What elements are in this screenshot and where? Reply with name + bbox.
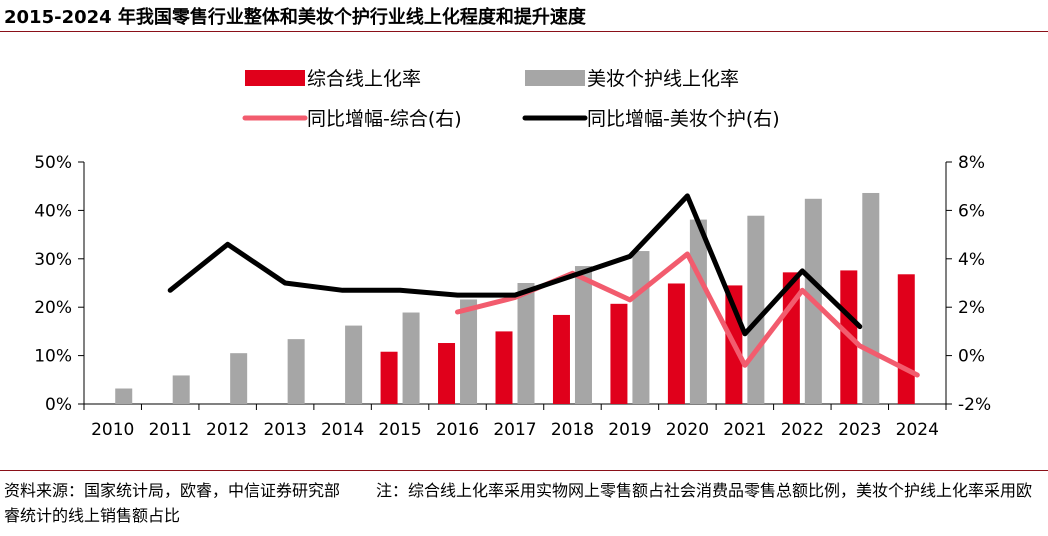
x-tick-label: 2015 xyxy=(378,420,421,440)
x-tick-label: 2019 xyxy=(608,420,651,440)
y-right-tick-label: -2% xyxy=(958,395,991,415)
bar xyxy=(574,266,592,404)
y-left-tick-label: 30% xyxy=(34,250,72,270)
y-left-tick-label: 50% xyxy=(34,153,72,173)
x-tick-label: 2018 xyxy=(551,420,594,440)
x-tick-label: 2013 xyxy=(264,420,307,440)
axes xyxy=(78,161,952,410)
bar xyxy=(667,283,685,404)
bar xyxy=(610,303,628,404)
legend-item-overall-rate-swatch xyxy=(245,70,305,86)
y-right-tick-label: 8% xyxy=(958,153,985,173)
bar xyxy=(438,343,456,404)
tick-labels: 0% 10% 20% 30% 40% 50% -2% 0% 2% 4% 6% 8% 2010 2011 20… xyxy=(34,153,991,440)
note-text: 注：综合线上化率采用实物网上零售额占社会消费品零售总额比例，美妆个护线上化率采用… xyxy=(4,481,1033,525)
bar xyxy=(495,331,513,404)
y-right-tick-label: 6% xyxy=(958,201,985,221)
bar xyxy=(172,375,190,404)
x-tick-label: 2024 xyxy=(896,420,939,440)
title-divider xyxy=(0,31,1048,32)
legend-item-beauty-rate-label: 美妆个护线上化率 xyxy=(587,68,739,90)
y-left-tick-label: 40% xyxy=(34,201,72,221)
x-tick-label: 2016 xyxy=(436,420,479,440)
bar xyxy=(782,272,800,404)
bar xyxy=(380,351,398,404)
x-tick-label: 2021 xyxy=(723,420,766,440)
legend-item-overall-growth-label: 同比增幅-综合(右) xyxy=(307,108,462,130)
x-tick-label: 2011 xyxy=(149,420,192,440)
legend-item-overall-rate-label: 综合线上化率 xyxy=(307,68,421,90)
x-tick-label: 2020 xyxy=(666,420,709,440)
chart-title: 2015-2024 年我国零售行业整体和美妆个护行业线上化程度和提升速度 xyxy=(4,7,586,28)
bar xyxy=(115,388,133,404)
bar xyxy=(402,312,420,404)
y-left-tick-label: 20% xyxy=(34,298,72,318)
x-tick-label: 2014 xyxy=(321,420,364,440)
x-tick-label: 2022 xyxy=(781,420,824,440)
bar xyxy=(862,192,880,404)
legend-item-beauty-growth-label: 同比增幅-美妆个护(右) xyxy=(587,108,780,130)
x-tick-label: 2023 xyxy=(838,420,881,440)
bar xyxy=(897,274,915,404)
bar xyxy=(460,299,478,404)
x-tick-label: 2017 xyxy=(493,420,536,440)
x-tick-label: 2012 xyxy=(206,420,249,440)
footer: 资料来源：国家统计局，欧睿，中信证券研究部 注：综合线上化率采用实物网上零售额占社… xyxy=(4,478,1044,528)
bar xyxy=(552,314,570,404)
line-series-beauty xyxy=(167,193,863,337)
bar xyxy=(632,251,650,404)
footer-divider xyxy=(0,470,1048,471)
y-right-tick-label: 4% xyxy=(958,250,985,270)
bar xyxy=(287,339,305,404)
lines xyxy=(167,193,920,378)
legend-item-beauty-rate-swatch xyxy=(525,70,585,86)
y-right-tick-label: 2% xyxy=(958,298,985,318)
x-tick-label: 2010 xyxy=(91,420,134,440)
bar xyxy=(345,325,363,404)
bar xyxy=(689,219,707,404)
y-left-tick-label: 10% xyxy=(34,347,72,367)
bar xyxy=(517,283,535,404)
bar xyxy=(230,353,248,404)
source-text: 资料来源：国家统计局，欧睿，中信证券研究部 xyxy=(4,481,341,500)
y-right-tick-label: 0% xyxy=(958,347,985,367)
y-left-tick-label: 0% xyxy=(45,395,72,415)
bar xyxy=(747,215,765,404)
